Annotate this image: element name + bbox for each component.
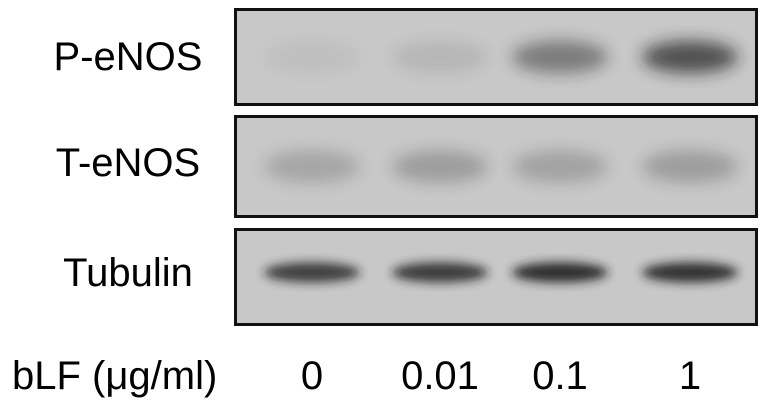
lane-label-2: 0.01 xyxy=(401,354,479,398)
lane-label-3: 0.1 xyxy=(532,354,588,398)
blot-bands-p-enos xyxy=(264,41,738,73)
lane-label-1: 0 xyxy=(300,354,324,398)
row-label-tubulin: Tubulin xyxy=(63,251,193,295)
band-t-enos-lane-3 xyxy=(512,150,608,183)
band-t-enos-lane-1 xyxy=(264,150,360,183)
row-label-p-enos: P-eNOS xyxy=(53,35,203,79)
blot-panel-tubulin xyxy=(234,228,758,326)
band-tubulin-lane-4 xyxy=(642,262,738,283)
blot-panel-t-enos xyxy=(234,115,758,218)
band-p-enos-lane-4 xyxy=(642,41,738,73)
band-tubulin-lane-3 xyxy=(512,262,608,283)
band-p-enos-lane-1 xyxy=(264,41,360,73)
band-tubulin-lane-2 xyxy=(392,262,488,283)
band-t-enos-lane-4 xyxy=(642,150,738,183)
band-t-enos-lane-2 xyxy=(392,150,488,183)
blot-bands-t-enos xyxy=(264,150,738,183)
band-p-enos-lane-2 xyxy=(392,41,488,73)
blot-bands-tubulin xyxy=(264,262,738,283)
row-label-t-enos: T-eNOS xyxy=(55,141,201,185)
condition-label: bLF (μg/ml) xyxy=(12,354,218,398)
band-p-enos-lane-3 xyxy=(512,41,608,73)
band-tubulin-lane-1 xyxy=(264,262,360,283)
blot-panel-p-enos xyxy=(234,8,758,106)
lane-label-4: 1 xyxy=(678,354,702,398)
